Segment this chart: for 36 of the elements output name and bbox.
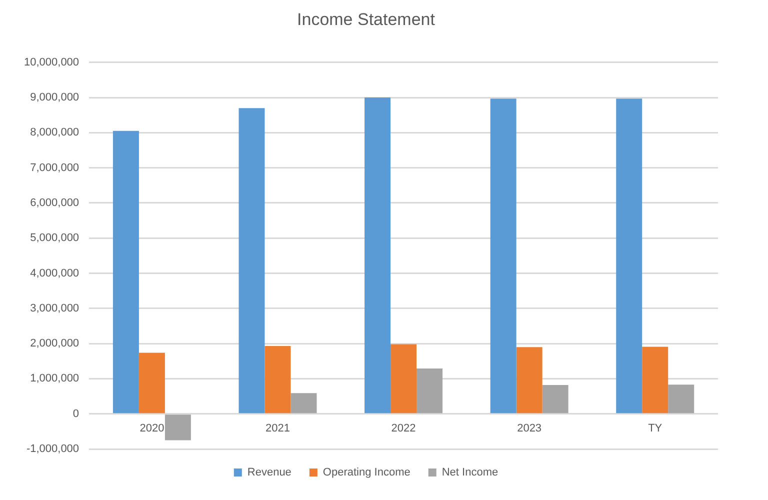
legend-label: Net Income xyxy=(442,466,498,479)
y-tick-label: 5,000,000 xyxy=(30,232,80,244)
y-tick-label: 2,000,000 xyxy=(30,338,80,350)
y-tick-label: 4,000,000 xyxy=(30,267,80,280)
bar xyxy=(290,393,317,414)
x-tick-label: 2021 xyxy=(265,422,290,434)
y-tick-label: 1,000,000 xyxy=(30,372,80,385)
bar xyxy=(668,384,694,414)
bar xyxy=(238,108,265,414)
bar xyxy=(264,346,291,414)
bar xyxy=(112,130,139,414)
x-tick-label: TY xyxy=(648,422,663,434)
y-tick-label: 7,000,000 xyxy=(30,162,80,174)
y-tick-label: 0 xyxy=(72,408,80,420)
y-tick-label: 9,000,000 xyxy=(30,92,80,104)
bar xyxy=(390,344,417,414)
bar xyxy=(416,368,443,414)
chart-title: Income Statement xyxy=(297,10,436,29)
bar xyxy=(516,347,542,414)
bar xyxy=(642,346,668,414)
bar xyxy=(364,98,391,414)
legend-label: Operating Income xyxy=(322,466,410,479)
y-tick-label: 8,000,000 xyxy=(30,126,80,139)
bar xyxy=(138,352,165,414)
y-tick-label: 10,000,000 xyxy=(24,56,80,68)
bar xyxy=(490,98,516,414)
y-tick-label: 6,000,000 xyxy=(30,197,80,210)
legend-label: Revenue xyxy=(247,466,292,479)
bar xyxy=(616,98,642,414)
y-tick-label: 3,000,000 xyxy=(30,302,80,314)
x-tick-label: 2020 xyxy=(140,422,164,434)
y-tick-label: -1,000,000 xyxy=(26,443,80,456)
x-tick-label: 2023 xyxy=(517,422,542,434)
bar xyxy=(542,385,568,414)
bar xyxy=(164,414,191,440)
x-tick-label: 2022 xyxy=(391,422,416,434)
